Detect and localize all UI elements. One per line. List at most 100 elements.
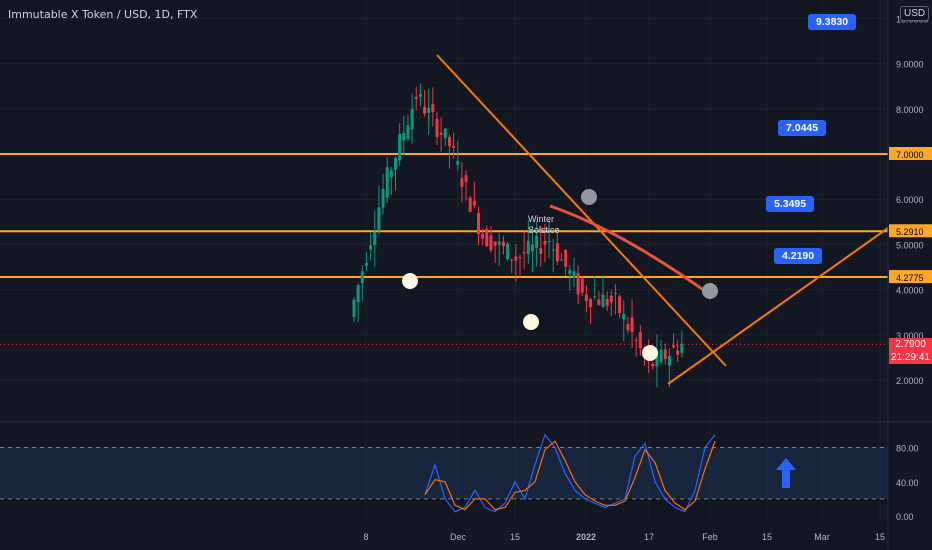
candle-body xyxy=(418,93,422,97)
candle-body xyxy=(389,170,393,178)
candle-body xyxy=(377,207,381,231)
candle-body xyxy=(427,107,431,113)
candle-body xyxy=(526,240,530,255)
candle-body xyxy=(435,118,439,138)
callout-7-0445[interactable]: 7.0445 xyxy=(778,120,827,136)
candle-body xyxy=(506,243,510,260)
candle-body xyxy=(676,350,680,355)
candle-body xyxy=(539,248,543,254)
candle-body xyxy=(622,313,626,320)
candle-body xyxy=(381,189,385,208)
candle-body xyxy=(443,128,447,138)
up-arrow-icon xyxy=(776,458,796,488)
candle-body xyxy=(680,343,684,353)
candle-body xyxy=(589,299,593,308)
full-moon-icon xyxy=(642,345,658,361)
time-tick-label: 8 xyxy=(363,532,368,542)
candle-body xyxy=(613,293,617,295)
candle-body xyxy=(638,332,642,349)
candle-body xyxy=(477,212,480,235)
candle-body xyxy=(618,296,622,314)
candle-body xyxy=(464,175,468,182)
candle-body xyxy=(431,104,435,112)
candle-body xyxy=(659,349,663,363)
candle-body xyxy=(522,252,526,254)
candle-body xyxy=(410,109,414,130)
candle-body xyxy=(497,241,501,245)
candle-body xyxy=(568,270,572,275)
candle-body xyxy=(609,295,613,303)
candle-body xyxy=(560,259,563,261)
candle-body xyxy=(667,355,671,366)
candle-body xyxy=(605,298,609,306)
candle-body xyxy=(551,249,555,251)
candle-body xyxy=(468,197,472,212)
countdown-label: 21:29:41 xyxy=(889,351,932,364)
candle-body xyxy=(530,244,534,252)
winter-solstice-label: Solstice xyxy=(528,225,560,235)
ascending-trendline xyxy=(667,227,889,385)
candle-body xyxy=(576,273,580,295)
candle-body xyxy=(456,160,460,165)
time-tick-label: 15 xyxy=(762,532,772,542)
candle-body xyxy=(369,245,373,250)
candle-body xyxy=(597,299,601,305)
candle-body xyxy=(472,200,476,206)
time-tick-label: Mar xyxy=(814,532,830,542)
time-tick-label: 17 xyxy=(644,532,654,542)
time-tick-label: Feb xyxy=(702,532,718,542)
oscillator-band xyxy=(0,447,888,499)
candle-body xyxy=(634,339,638,341)
oscillator-k-line xyxy=(424,433,716,513)
candle-body xyxy=(485,228,489,247)
price-tick-label: 5.2910 xyxy=(896,227,924,237)
oscillator-tick-label: 40.00 xyxy=(896,478,919,488)
callout-4-219[interactable]: 4.2190 xyxy=(774,248,823,264)
time-tick-label: 15 xyxy=(510,532,520,542)
winter-solstice-label: Winter xyxy=(528,214,554,224)
oscillator-tick-label: 0.00 xyxy=(896,512,914,522)
price-tick-label: 5.0000 xyxy=(896,240,924,250)
price-tick-label: 6.0000 xyxy=(896,195,924,205)
candle-body xyxy=(460,178,464,187)
time-tick-label: Dec xyxy=(450,532,467,542)
price-tick-label: 3.0000 xyxy=(896,331,924,341)
chart-title: Immutable X Token / USD, 1D, FTX xyxy=(8,8,198,21)
candle-body xyxy=(352,299,356,317)
currency-badge[interactable]: USD xyxy=(900,6,930,21)
oscillator-tick-label: 80.00 xyxy=(896,444,919,454)
candle-body xyxy=(572,271,576,279)
candle-body xyxy=(398,134,402,161)
candle-body xyxy=(626,324,630,331)
price-tick-label: 7.0000 xyxy=(896,150,924,160)
candle-body xyxy=(547,241,551,243)
candle-body xyxy=(360,271,364,284)
price-tick-label: 9.0000 xyxy=(896,60,924,70)
candle-body xyxy=(452,145,456,148)
price-tick-label: 8.0000 xyxy=(896,105,924,115)
candle-body xyxy=(672,345,676,348)
level-label-bg xyxy=(889,270,932,284)
candle-body xyxy=(394,157,397,170)
callout-5-3495[interactable]: 5.3495 xyxy=(766,196,815,212)
candle-body xyxy=(493,241,497,246)
level-label-bg xyxy=(889,147,932,160)
full-moon-icon xyxy=(523,314,539,330)
candle-body xyxy=(447,136,451,147)
new-moon-icon xyxy=(581,189,597,205)
price-tick-label: 2.0000 xyxy=(896,376,924,386)
candle-body xyxy=(501,241,505,247)
price-tick-label: 4.2775 xyxy=(896,273,924,283)
candle-body xyxy=(630,317,634,333)
candle-body xyxy=(555,243,559,262)
callout-9-383[interactable]: 9.3830 xyxy=(808,14,857,30)
level-label-bg xyxy=(889,224,932,238)
candle-body xyxy=(439,132,443,135)
candle-body xyxy=(373,231,377,245)
candle-body xyxy=(580,278,584,293)
candle-body xyxy=(663,349,667,359)
candle-body xyxy=(402,133,406,141)
time-tick-label: 15 xyxy=(875,532,885,542)
oscillator-d-line xyxy=(424,440,716,511)
